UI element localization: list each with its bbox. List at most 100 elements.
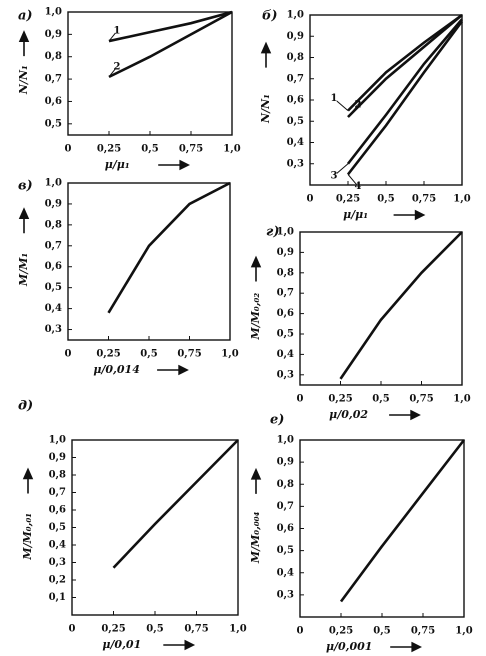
- x-axis-label: μ/0,001: [326, 640, 373, 653]
- x-tick-label: 0,75: [411, 626, 435, 637]
- curve: [107, 181, 231, 314]
- x-tick-label: 0: [69, 624, 76, 635]
- y-tick-label: 0,5: [287, 116, 304, 127]
- x-arrow: [163, 639, 196, 651]
- plot-frame: [67, 182, 231, 341]
- panel-label: д): [18, 399, 33, 414]
- y-tick-label: 0,4: [277, 567, 294, 578]
- y-arrow: [260, 41, 272, 68]
- leader: [347, 174, 357, 185]
- y-arrow: [22, 467, 34, 494]
- curve-label: 2: [114, 61, 121, 72]
- y-tick-label: 0,6: [287, 95, 304, 106]
- x-arrow: [158, 159, 190, 171]
- x-arrow: [390, 641, 422, 653]
- y-tick-label: 0,1: [49, 592, 66, 603]
- y-tick-label: 0,5: [277, 329, 294, 340]
- x-tick-label: 1,0: [453, 194, 470, 205]
- y-arrow: [250, 255, 262, 282]
- curve-label: 3: [331, 170, 338, 181]
- y-tick-label: 0,5: [45, 282, 62, 293]
- x-tick-label: 0: [65, 349, 72, 360]
- x-arrow: [393, 209, 426, 221]
- y-tick-label: 0,6: [277, 308, 294, 319]
- panel-label: в): [18, 179, 33, 194]
- y-axis-label: N/N₁: [17, 65, 30, 95]
- plot-frame: [299, 439, 465, 618]
- leader: [347, 107, 357, 118]
- y-arrow: [18, 207, 30, 234]
- x-axis-label: μ/0,01: [102, 638, 141, 651]
- y-tick-label: 0,5: [49, 522, 66, 533]
- y-tick-label: 1,0: [277, 435, 294, 446]
- panel-label: е): [270, 413, 284, 428]
- curve: [347, 14, 463, 118]
- x-tick-label: 0: [297, 626, 304, 637]
- y-tick-label: 0,8: [287, 52, 304, 63]
- y-tick-label: 0,8: [277, 479, 294, 490]
- y-tick-label: 0,7: [45, 74, 62, 85]
- x-tick-label: 0: [65, 144, 72, 155]
- x-tick-label: 1,0: [221, 349, 238, 360]
- x-tick-label: 1,0: [229, 624, 246, 635]
- x-tick-label: 0,25: [101, 624, 125, 635]
- leader: [108, 32, 116, 42]
- x-tick-label: 0,5: [377, 194, 394, 205]
- y-tick-label: 0,7: [45, 240, 62, 251]
- y-tick-label: 1,0: [45, 7, 62, 18]
- x-tick-label: 0,75: [177, 349, 201, 360]
- curve: [108, 10, 233, 43]
- y-tick-label: 1,0: [277, 227, 294, 238]
- y-axis-label: M/M₀,₀₀₄: [249, 511, 262, 564]
- x-axis-label: μ/0,014: [93, 363, 140, 376]
- y-tick-label: 1,0: [45, 178, 62, 189]
- y-tick-label: 0,7: [287, 73, 304, 84]
- panel-label: г): [266, 225, 279, 240]
- y-tick-label: 0,6: [49, 505, 66, 516]
- y-tick-label: 0,5: [45, 118, 62, 129]
- x-tick-label: 1,0: [455, 626, 472, 637]
- y-tick-label: 0,3: [45, 324, 62, 335]
- curve-label: 4: [355, 181, 362, 192]
- y-tick-label: 0,2: [49, 575, 66, 586]
- x-arrow: [157, 364, 189, 376]
- y-axis-label: M/M₁: [17, 253, 30, 287]
- panel-label: б): [262, 9, 278, 24]
- curve: [339, 231, 463, 380]
- x-tick-label: 1,0: [453, 394, 470, 405]
- y-tick-label: 0,6: [45, 261, 62, 272]
- y-arrow: [250, 467, 262, 494]
- y-tick-label: 0,9: [45, 29, 62, 40]
- y-tick-label: 0,9: [45, 198, 62, 209]
- x-tick-label: 0,5: [140, 349, 157, 360]
- y-tick-label: 0,6: [45, 96, 62, 107]
- x-tick-label: 0,5: [146, 624, 163, 635]
- curve: [112, 439, 239, 569]
- y-axis-label: M/M₀,₀₁: [21, 513, 34, 561]
- plot-frame: [67, 11, 233, 136]
- y-tick-label: 1,0: [287, 10, 304, 21]
- y-axis-label: M/M₀,₀₂: [249, 293, 262, 341]
- x-axis-label: μ/μ₁: [105, 158, 130, 171]
- y-arrow: [18, 30, 30, 57]
- x-tick-label: 0,25: [329, 626, 353, 637]
- curve: [346, 20, 464, 176]
- y-tick-label: 0,8: [45, 51, 62, 62]
- x-tick-label: 0,75: [409, 394, 433, 405]
- x-tick-label: 0,25: [97, 144, 121, 155]
- y-tick-label: 0,5: [277, 545, 294, 556]
- curve-label: 1: [114, 26, 121, 37]
- y-tick-label: 0,7: [49, 487, 66, 498]
- y-tick-label: 0,3: [277, 589, 294, 600]
- y-tick-label: 0,9: [287, 31, 304, 42]
- x-tick-label: 0,75: [184, 624, 208, 635]
- x-tick-label: 0,5: [372, 394, 389, 405]
- x-tick-label: 0: [297, 394, 304, 405]
- curve-label: 1: [331, 93, 338, 104]
- x-tick-label: 0,25: [328, 394, 352, 405]
- x-tick-label: 0,75: [179, 144, 203, 155]
- x-tick-label: 1,0: [223, 144, 240, 155]
- y-tick-label: 0,7: [277, 288, 294, 299]
- curve: [108, 10, 233, 79]
